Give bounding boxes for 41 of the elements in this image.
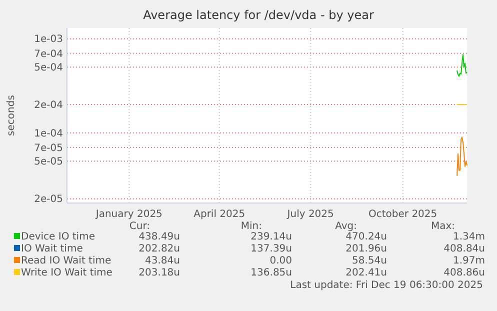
text: 201.96u xyxy=(346,244,387,254)
legend-label: Read IO Wait time xyxy=(21,256,112,266)
y-tick-label: 1e-04 xyxy=(34,128,63,140)
x-tick-label: April 2025 xyxy=(194,209,246,220)
x-tick-label: July 2025 xyxy=(286,209,334,220)
y-tick-label: 1e-03 xyxy=(34,34,63,46)
text: 202.82u xyxy=(138,244,180,254)
text: Cur: xyxy=(129,221,150,232)
text: 136.85u xyxy=(250,268,292,278)
legend-label: IO Wait time xyxy=(21,244,83,254)
text: Avg: xyxy=(335,221,357,232)
y-tick-label: 2e-04 xyxy=(34,100,63,112)
text: 408.86u xyxy=(444,268,485,278)
line-series xyxy=(456,136,468,176)
text: 1.34m xyxy=(452,232,485,242)
x-tick-label: October 2025 xyxy=(368,209,438,220)
legend-label: Write IO Wait time xyxy=(21,268,112,278)
y-tick-label: 7e-04 xyxy=(34,48,63,60)
text: 43.84u xyxy=(145,256,180,266)
text: 202.41u xyxy=(346,268,387,278)
text: Max: xyxy=(430,221,455,232)
text: 1.97m xyxy=(452,256,485,266)
chart-title: Average latency for /dev/vda - by year xyxy=(143,8,374,22)
text: 470.24u xyxy=(346,232,387,242)
y-tick-label: 7e-05 xyxy=(34,142,63,154)
text: Min: xyxy=(240,221,262,232)
y-tick-label: 5e-05 xyxy=(34,156,63,168)
y-axis-title: seconds xyxy=(6,95,17,136)
legend-label: Device IO time xyxy=(21,232,95,242)
text: 203.18u xyxy=(138,268,180,278)
line-series xyxy=(456,54,468,77)
y-tick-label: 5e-04 xyxy=(34,62,63,74)
text: 408.84u xyxy=(444,244,485,254)
y-tick-label: 2e-05 xyxy=(34,194,63,206)
x-tick-label: January 2025 xyxy=(94,209,162,220)
text: 239.14u xyxy=(250,232,292,242)
text: 438.49u xyxy=(138,232,180,242)
text: 58.54u xyxy=(352,256,387,266)
text: Last update: Fri Dec 19 06:30:00 2025 xyxy=(290,280,483,291)
text: 137.39u xyxy=(250,244,292,254)
text: 0.00 xyxy=(270,256,292,266)
